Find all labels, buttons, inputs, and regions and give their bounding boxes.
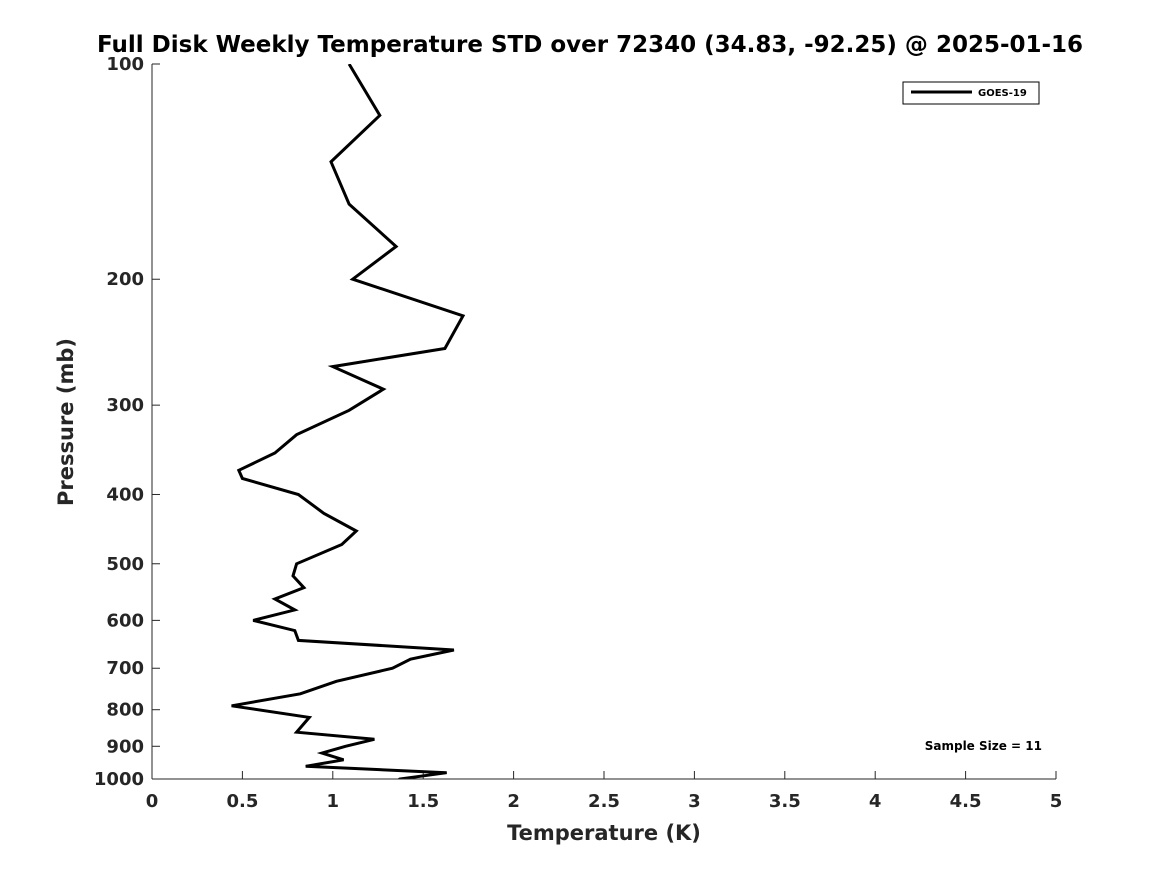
legend: GOES-19	[902, 81, 1040, 105]
x-tick-label: 2.5	[588, 791, 620, 812]
x-tick-label: 0.5	[226, 791, 258, 812]
axes-frame	[151, 64, 1056, 780]
x-tick-label: 3	[688, 791, 701, 812]
x-axis: 0 0.5 1 1.5 2 2.5 3 3.5 4 4.5 5	[146, 771, 1063, 812]
y-tick-label: 1000	[94, 769, 144, 790]
y-tick-label: 300	[106, 395, 144, 416]
x-tick-label: 1.5	[407, 791, 439, 812]
legend-label: GOES-19	[978, 88, 1027, 99]
y-tick-label: 600	[106, 610, 144, 631]
chart-title: Full Disk Weekly Temperature STD over 72…	[97, 32, 1083, 58]
series-layer	[231, 64, 466, 779]
x-tick-label: 2	[507, 791, 520, 812]
y-tick-label: 700	[106, 658, 144, 679]
y-tick-label: 400	[106, 484, 144, 505]
x-tick-label: 1	[327, 791, 340, 812]
y-axis: 100 200 300 400 500 600 700 800 900 1000	[94, 54, 160, 790]
y-axis-label: Pressure (mb)	[54, 338, 78, 506]
sample-size-annotation: Sample Size = 11	[925, 739, 1042, 753]
x-tick-label: 0	[146, 791, 159, 812]
y-tick-label: 800	[106, 700, 144, 721]
y-tick-label: 200	[106, 269, 144, 290]
x-axis-label: Temperature (K)	[507, 821, 701, 845]
x-tick-label: 4	[869, 791, 882, 812]
x-tick-label: 3.5	[769, 791, 801, 812]
series-line-goes-19	[231, 64, 466, 779]
y-tick-label: 100	[106, 54, 144, 75]
y-tick-label: 500	[106, 554, 144, 575]
x-tick-label: 4.5	[950, 791, 982, 812]
plot-area	[152, 64, 1056, 779]
y-tick-label: 900	[106, 736, 144, 757]
x-tick-label: 5	[1050, 791, 1063, 812]
